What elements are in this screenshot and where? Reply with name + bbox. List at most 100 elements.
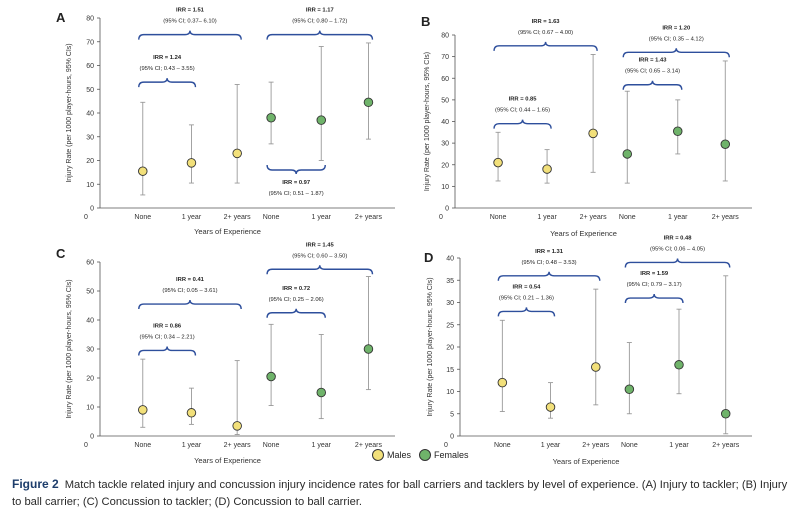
x-tick-label: None bbox=[494, 442, 511, 449]
irr-bracket bbox=[493, 41, 598, 51]
irr-bracket bbox=[622, 48, 730, 58]
irr-bracket bbox=[624, 293, 684, 304]
irr-ci-label: (95% CI; 0.60 – 3.50) bbox=[292, 253, 347, 259]
y-tick-label: 10 bbox=[441, 184, 449, 191]
data-point-female bbox=[266, 112, 276, 123]
data-point-male bbox=[138, 166, 148, 176]
irr-value-label: IRR = 1.63 bbox=[532, 19, 561, 25]
y-tick-label: 20 bbox=[441, 162, 449, 169]
irr-value-label: IRR = 1.43 bbox=[639, 58, 668, 64]
data-point-female bbox=[316, 387, 327, 398]
x-tick-label: 1 year bbox=[668, 214, 688, 221]
irr-value-label: IRR = 0.48 bbox=[664, 235, 693, 241]
data-point-male bbox=[493, 157, 503, 168]
y-tick-label: 5 bbox=[450, 411, 454, 418]
y-tick-label: 80 bbox=[441, 33, 449, 40]
y-tick-label: 0 bbox=[90, 434, 94, 441]
irr-value-label: IRR = 1.45 bbox=[306, 242, 335, 248]
irr-bracket bbox=[138, 299, 242, 310]
x-tick-label: 1 year bbox=[537, 214, 557, 221]
irr-value-label: IRR = 0.54 bbox=[512, 284, 541, 290]
y-tick-label: 40 bbox=[86, 318, 94, 325]
irr-value-label: IRR = 1.59 bbox=[640, 271, 669, 277]
y-axis-label: Injury Rate (per 1000 player-hours, 95% … bbox=[66, 279, 73, 418]
y-tick-label: 35 bbox=[446, 278, 454, 285]
panel-a: A 0 10 20 30 40 50 60 70 80 0 Injury Rate (per 1000… bbox=[56, 8, 395, 236]
y-tick-label: 30 bbox=[446, 300, 454, 307]
x-tick-label: 1 year bbox=[182, 442, 202, 449]
irr-ci-label: (95% CI; 0.67 – 4.00) bbox=[518, 30, 573, 36]
data-point-male bbox=[497, 377, 508, 388]
x-tick-label: 2+ years bbox=[580, 214, 608, 221]
x-tick-label: 2+ years bbox=[712, 214, 740, 221]
x-origin-label: 0 bbox=[444, 442, 448, 449]
irr-value-label: IRR = 0.85 bbox=[509, 97, 538, 103]
y-tick-label: 30 bbox=[86, 347, 94, 354]
y-tick-label: 70 bbox=[86, 39, 94, 46]
irr-ci-label: (95% CI; 0.25 – 2.06) bbox=[269, 297, 324, 303]
female-marker-icon bbox=[419, 449, 432, 461]
y-tick-label: 40 bbox=[446, 256, 454, 263]
data-point-female bbox=[720, 409, 731, 419]
legend: Males Females bbox=[372, 449, 477, 461]
irr-value-label: IRR = 0.97 bbox=[282, 180, 310, 186]
irr-bracket bbox=[493, 119, 552, 129]
male-marker-icon bbox=[372, 449, 384, 461]
data-point-male bbox=[186, 408, 197, 418]
y-tick-label: 10 bbox=[86, 405, 94, 412]
y-tick-label: 25 bbox=[446, 322, 454, 329]
x-tick-label: 2+ years bbox=[582, 442, 610, 449]
panel-label: C bbox=[56, 246, 66, 261]
legend-females-label: Females bbox=[434, 450, 469, 460]
irr-bracket bbox=[266, 30, 374, 40]
irr-value-label: IRR = 0.41 bbox=[176, 277, 205, 283]
x-origin-label: 0 bbox=[84, 442, 88, 449]
data-point-male bbox=[138, 405, 148, 415]
irr-ci-label: (95% CI; 0.05 – 3.61) bbox=[162, 288, 217, 294]
irr-bracket bbox=[622, 80, 683, 90]
legend-males-label: Males bbox=[387, 450, 412, 460]
irr-value-label: IRR = 1.17 bbox=[306, 8, 334, 14]
data-point-female bbox=[673, 126, 683, 136]
irr-value-label: IRR = 1.51 bbox=[176, 8, 205, 14]
x-tick-label: 2+ years bbox=[712, 442, 740, 449]
data-point-male bbox=[545, 402, 556, 412]
x-tick-label: None bbox=[619, 214, 636, 221]
irr-value-label: IRR = 0.86 bbox=[153, 323, 182, 329]
irr-value-label: IRR = 0.72 bbox=[282, 286, 310, 292]
irr-bracket bbox=[497, 307, 556, 317]
panel-label: D bbox=[424, 250, 433, 265]
x-axis-label: Years of Experience bbox=[194, 227, 261, 236]
x-tick-label: 1 year bbox=[182, 214, 202, 221]
y-tick-label: 30 bbox=[86, 134, 94, 141]
y-tick-label: 0 bbox=[445, 206, 449, 213]
irr-ci-label: (95% CI; 0.06 – 4.05) bbox=[650, 246, 705, 252]
y-tick-label: 60 bbox=[86, 260, 94, 267]
irr-ci-label: (95% CI; 0.80 – 1.72) bbox=[292, 19, 347, 25]
y-tick-label: 10 bbox=[446, 389, 454, 396]
x-origin-label: 0 bbox=[84, 214, 88, 221]
irr-ci-label: (95% CI; 0.35 – 4.12) bbox=[649, 36, 704, 42]
x-tick-label: 2+ years bbox=[224, 442, 252, 449]
panel-c: C 0 10 20 30 40 50 60 0 Injury Rate (per 1000 pla… bbox=[56, 242, 395, 465]
data-point-female bbox=[720, 139, 731, 149]
irr-ci-label: (95% CI; 0.43 – 3.55) bbox=[140, 66, 195, 72]
y-tick-label: 60 bbox=[441, 76, 449, 83]
data-point-male bbox=[588, 128, 598, 139]
x-tick-label: None bbox=[263, 442, 280, 449]
panel-b: B 0 10 20 30 40 50 60 70 80 0 Injury Rate (per 1000… bbox=[421, 14, 752, 238]
data-point-female bbox=[266, 371, 276, 382]
x-tick-label: 1 year bbox=[541, 442, 561, 449]
x-tick-label: 2+ years bbox=[355, 442, 383, 449]
data-point-female bbox=[363, 97, 374, 108]
x-tick-label: None bbox=[263, 214, 280, 221]
data-point-female bbox=[622, 149, 633, 159]
data-point-female bbox=[363, 344, 374, 354]
irr-ci-label: (95% CI; 0.79 – 3.17) bbox=[627, 282, 682, 288]
x-tick-label: 2+ years bbox=[224, 214, 252, 221]
x-tick-label: 1 year bbox=[312, 442, 332, 449]
irr-ci-label: (95% CI; 0.65 – 3.14) bbox=[625, 69, 680, 75]
y-tick-label: 50 bbox=[86, 289, 94, 296]
y-tick-label: 20 bbox=[86, 158, 94, 165]
